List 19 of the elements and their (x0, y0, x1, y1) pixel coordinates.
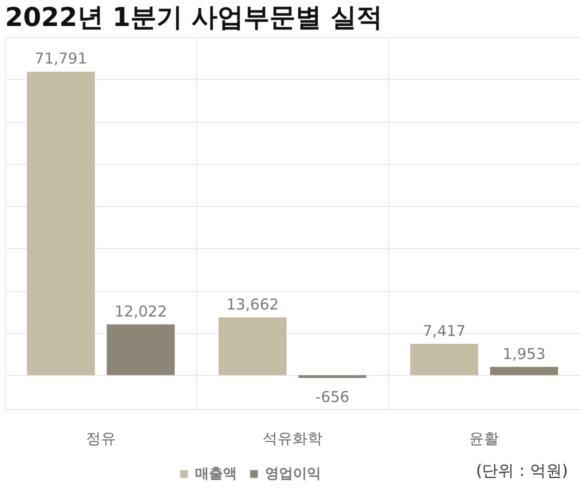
data-label: 12,022 (114, 302, 168, 320)
data-label: 71,791 (34, 50, 88, 68)
bar (218, 317, 287, 376)
text: (단위 : 억원) (476, 461, 568, 480)
x-tick-label: 윤활 (469, 430, 500, 448)
bar (298, 375, 366, 378)
bar (410, 344, 478, 376)
legend-label: 영업이익 (265, 466, 321, 482)
bar (490, 366, 558, 376)
chart-title: 2022년 1분기 사업부문별 실적 (5, 3, 383, 33)
x-tick-label: 정유 (86, 430, 116, 448)
bar (106, 324, 175, 376)
data-label: 13,662 (226, 295, 279, 314)
legend-label: 매출액 (195, 466, 237, 482)
data-label: 7,417 (422, 322, 466, 340)
data-label: -656 (315, 388, 350, 406)
data-label: 1,953 (502, 344, 546, 363)
x-tick-label: 석유화학 (262, 430, 322, 448)
bar (26, 72, 95, 376)
